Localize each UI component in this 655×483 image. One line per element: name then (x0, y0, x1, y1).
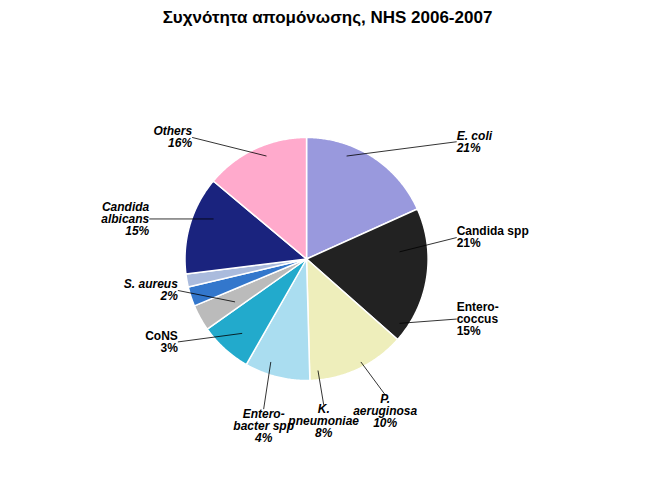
html-text:Συχνότητα απομόνωσης, NHS 2006: Συχνότητα απομόνωσης, NHS 2006-2007 (162, 8, 493, 27)
svg-text:CoNS3%: CoNS3% (145, 329, 178, 355)
svg-text:P.aeruginosa10%: P.aeruginosa10% (353, 392, 417, 430)
svg-text:S. aureus2%: S. aureus2% (124, 277, 178, 303)
svg-text:Others16%: Others16% (153, 124, 192, 150)
svg-text:Entero-coccus15%: Entero-coccus15% (457, 300, 499, 338)
svg-text:K.pneumoniae8%: K.pneumoniae8% (287, 402, 359, 440)
svg-text:E. coli21%: E. coli21% (456, 129, 493, 155)
svg-text:Entero-bacter spp4%: Entero-bacter spp4% (233, 407, 294, 445)
svg-text:Candida spp21%: Candida spp21% (457, 224, 529, 250)
svg-text:Candidaalbicans15%: Candidaalbicans15% (101, 200, 149, 238)
